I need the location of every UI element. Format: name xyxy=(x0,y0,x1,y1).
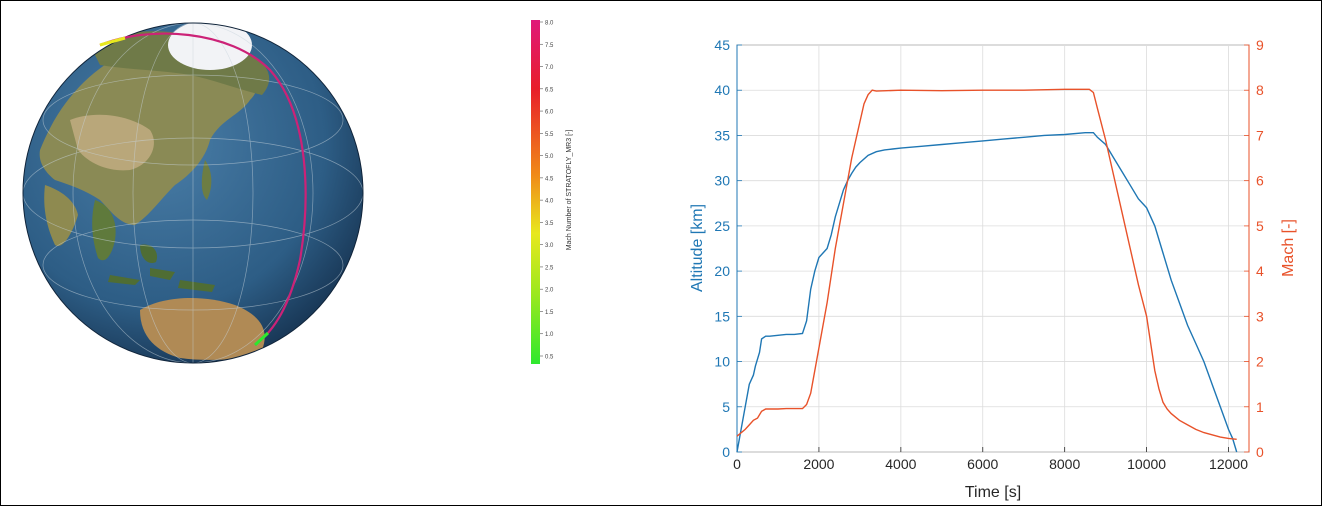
land-indonesia xyxy=(108,268,215,292)
flight-track-start xyxy=(99,36,126,47)
land-china xyxy=(70,114,154,171)
colorbar-tick-label: 4.0 xyxy=(545,199,554,205)
colorbar-tick-label: 6.5 xyxy=(545,87,554,93)
colorbar-tick-label: 7.5 xyxy=(545,43,554,49)
colorbar-tick-label: 5.5 xyxy=(545,132,554,138)
land-seasia xyxy=(92,200,116,261)
colorbar-tick-label: 3.0 xyxy=(545,243,554,249)
colorbar-label: Mach Number of STRATOFLY_MR3 [-] xyxy=(566,130,573,251)
land-australia xyxy=(140,298,265,360)
graticule xyxy=(23,23,363,363)
colorbar-tick-label: 2.0 xyxy=(545,288,554,294)
right-border-tick xyxy=(1321,0,1322,18)
globe-land xyxy=(23,23,363,363)
top-border-right xyxy=(686,0,1322,1)
colorbar-tick-label: 2.5 xyxy=(545,265,554,271)
top-border-left xyxy=(0,0,586,1)
globe-panel: 8.0 7.5 7.0 6.5 6.0 5.5 5.0 4.5 4.0 3.5 3.0 2.5 2.0 1… xyxy=(22,20,573,364)
colorbar-tick-label: 0.5 xyxy=(545,355,554,361)
arctic-ice xyxy=(168,23,252,70)
colorbar xyxy=(531,20,540,364)
colorbar-tick-label: 4.5 xyxy=(545,176,554,182)
colorbar-tick-label: 7.0 xyxy=(545,65,554,71)
land-borneo xyxy=(140,244,158,264)
colorbar-tick-label: 3.5 xyxy=(545,221,554,227)
colorbar-tick-label: 5.0 xyxy=(545,154,554,160)
colorbar-tick-label: 8.0 xyxy=(545,21,554,27)
land-japan xyxy=(201,160,212,200)
flight-track-end xyxy=(253,331,270,347)
colorbar-ticks: 8.0 7.5 7.0 6.5 6.0 5.5 5.0 4.5 4.0 3.5 3.0 2.5 2.0 1… xyxy=(540,21,554,361)
colorbar-tick-label: 6.0 xyxy=(545,110,554,116)
flight-track xyxy=(99,32,307,346)
colorbar-tick-label: 1.0 xyxy=(545,332,554,338)
colorbar-tick-label: 1.5 xyxy=(545,310,554,316)
